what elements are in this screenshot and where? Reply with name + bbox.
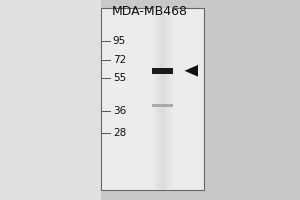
Bar xyxy=(159,8,160,190)
Bar xyxy=(172,8,173,190)
Bar xyxy=(155,8,156,190)
Bar xyxy=(152,8,154,190)
Bar xyxy=(100,8,204,190)
Text: 36: 36 xyxy=(113,106,126,116)
Bar xyxy=(157,8,158,190)
Bar xyxy=(158,8,159,190)
Bar xyxy=(154,8,155,190)
Text: 72: 72 xyxy=(113,55,126,65)
Bar xyxy=(164,8,166,190)
Text: 95: 95 xyxy=(113,36,126,46)
Bar xyxy=(161,8,162,190)
Bar xyxy=(160,8,161,190)
Bar xyxy=(167,8,169,190)
Bar xyxy=(152,8,172,190)
Text: 55: 55 xyxy=(113,73,126,83)
Bar xyxy=(0,0,100,200)
Text: 28: 28 xyxy=(113,128,126,138)
Bar xyxy=(162,8,163,190)
Bar xyxy=(169,8,171,190)
Bar xyxy=(165,8,166,190)
Bar xyxy=(163,8,164,190)
Bar xyxy=(166,8,168,190)
Bar xyxy=(152,68,172,74)
Text: MDA-MB468: MDA-MB468 xyxy=(112,5,188,18)
Bar xyxy=(152,104,172,107)
Bar xyxy=(152,8,153,190)
Polygon shape xyxy=(184,65,198,77)
Bar xyxy=(170,8,172,190)
Bar xyxy=(156,8,157,190)
Bar xyxy=(168,8,170,190)
